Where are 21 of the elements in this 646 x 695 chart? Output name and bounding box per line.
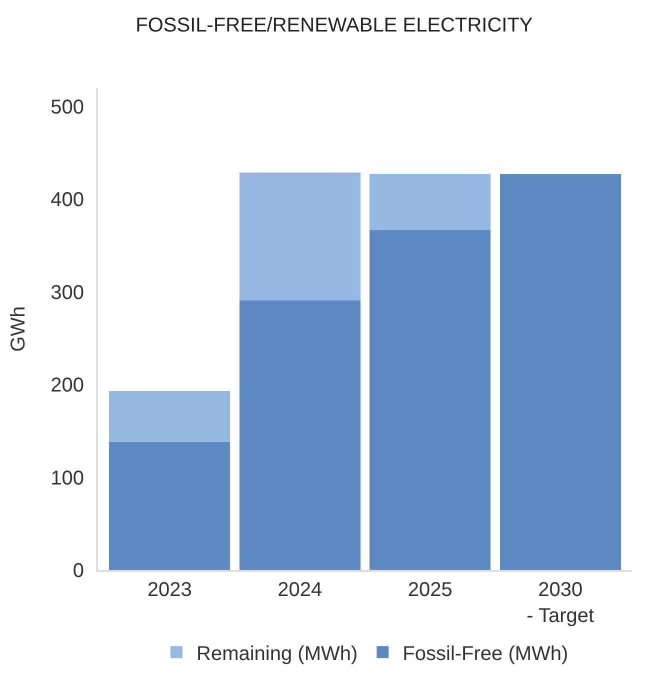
y-axis-title: GWh xyxy=(8,306,30,352)
bar xyxy=(500,174,621,570)
bar xyxy=(239,172,360,300)
chart-title: FOSSIL-FREE/RENEWABLE ELECTRICITY xyxy=(136,14,533,36)
bar xyxy=(109,442,230,570)
bar xyxy=(370,174,491,230)
y-tick-label: 400 xyxy=(50,189,84,212)
y-tick-label: 200 xyxy=(50,374,84,397)
bar xyxy=(239,300,360,570)
legend-label: Remaining (MWh) xyxy=(196,642,358,665)
legend-label: Fossil-Free (MWh) xyxy=(402,642,568,665)
y-tick-label: 100 xyxy=(50,467,84,490)
x-tick-label: 2030 - Target xyxy=(526,579,595,627)
x-tick-label: 2025 xyxy=(408,579,452,601)
y-tick-label: 0 xyxy=(72,560,84,582)
x-tick-label: 2023 xyxy=(147,579,192,601)
y-tick-label: 500 xyxy=(50,96,84,119)
bar xyxy=(370,230,491,570)
bar xyxy=(109,391,230,442)
x-tick-label: 2024 xyxy=(278,579,322,601)
y-tick-label: 300 xyxy=(50,282,84,304)
